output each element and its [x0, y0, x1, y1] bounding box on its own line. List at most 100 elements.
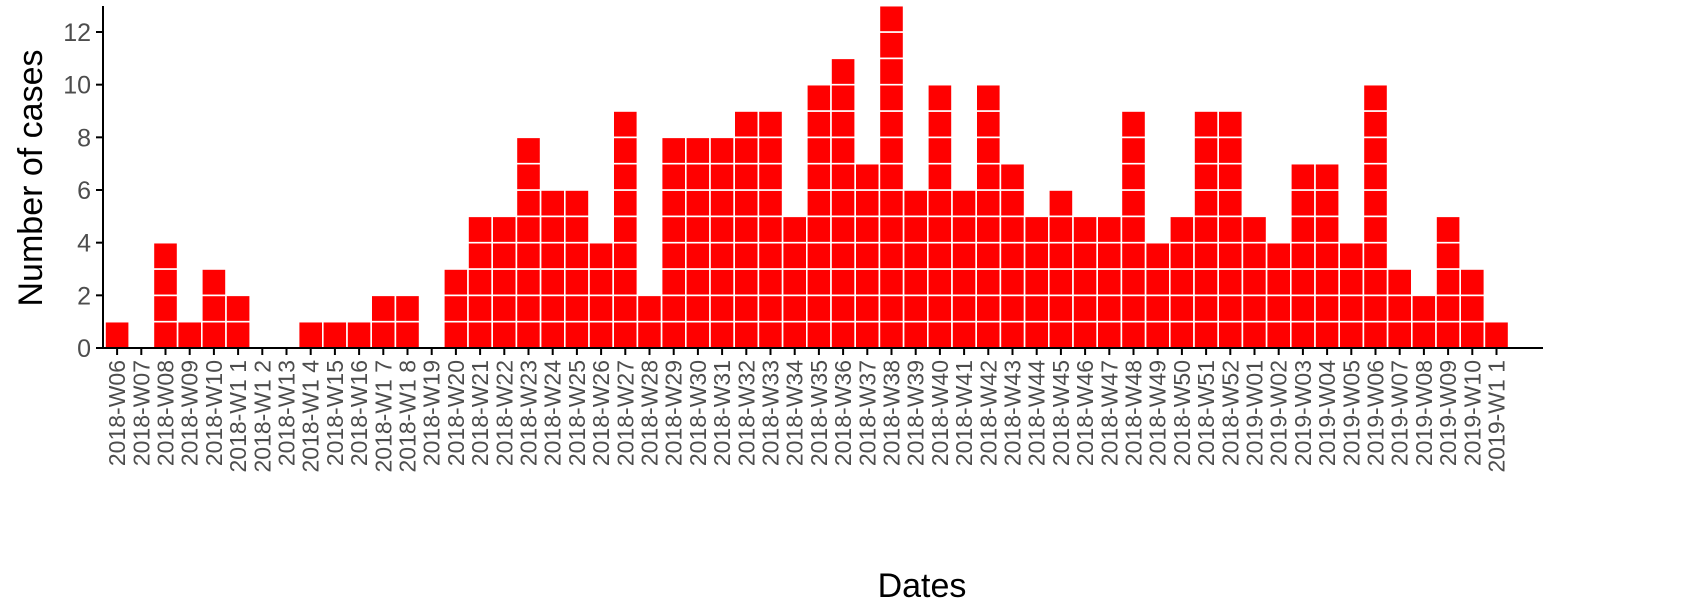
case-cell-2018-W08-2: [152, 294, 179, 323]
y-tick-label-8: 8: [77, 124, 91, 152]
case-cell-2018-W20-1: [442, 320, 469, 349]
case-cell-2018-W35-4: [805, 241, 832, 270]
case-cell-2018-W52-1: [1217, 320, 1244, 349]
case-cell-2018-W49-2: [1144, 294, 1171, 323]
x-axis-title: Dates: [878, 567, 967, 605]
case-cell-2018-W37-4: [854, 241, 881, 270]
x-tick-label-2018-W10: 2018-W10: [201, 360, 227, 466]
case-cell-2018-W42-7: [975, 162, 1002, 191]
case-cell-2018-W15-1: [321, 320, 348, 349]
x-tick-label-2018-W24: 2018-W24: [540, 360, 566, 466]
case-cell-2018-W40-10: [926, 83, 953, 112]
case-cell-2018-W39-5: [902, 215, 929, 244]
case-cell-2018-W37-6: [854, 189, 881, 218]
x-axis: 2018-W062018-W072018-W082018-W092018-W10…: [102, 347, 1543, 473]
case-cell-2018-W49-4: [1144, 241, 1171, 270]
x-tick-label-2018-W51: 2018-W51: [1193, 360, 1219, 466]
case-cell-2018-W29-7: [660, 162, 687, 191]
x-tick-label-2018-W36: 2018-W36: [830, 360, 856, 466]
case-cell-2018-W51-4: [1193, 241, 1220, 270]
case-cell-2018-W25-5: [563, 215, 590, 244]
case-cell-2018-W31-4: [709, 241, 736, 270]
case-cell-2018-W41-3: [951, 268, 978, 297]
case-cell-2018-W26-3: [588, 268, 615, 297]
x-tick-label-2018-W38: 2018-W38: [879, 360, 905, 466]
case-cell-2018-W51-3: [1193, 268, 1220, 297]
case-cell-2018-W38-4: [878, 241, 905, 270]
case-cell-2018-W27-7: [612, 162, 639, 191]
case-cell-2018-W40-6: [926, 189, 953, 218]
case-cell-2018-W38-10: [878, 83, 905, 112]
case-cell-2018-W44-5: [1023, 215, 1050, 244]
case-cell-2019-W02-1: [1265, 320, 1292, 349]
y-axis: 0 2 4 6 8 10 12: [63, 6, 104, 363]
case-cell-2019-W01-3: [1241, 268, 1268, 297]
case-cell-2018-W47-4: [1096, 241, 1123, 270]
case-cell-2018-W36-1: [830, 320, 857, 349]
case-cell-2018-W44-2: [1023, 294, 1050, 323]
case-cell-2018-W32-8: [733, 136, 760, 165]
case-cell-2019-W02-2: [1265, 294, 1292, 323]
case-cell-2019-W05-3: [1338, 268, 1365, 297]
x-tick-label-2018-W15: 2018-W15: [322, 360, 348, 466]
x-tick-label-2019-W07: 2019-W07: [1387, 360, 1413, 466]
case-cell-2019-W07-3: [1386, 268, 1413, 297]
case-cell-2019-W09-1: [1435, 320, 1462, 349]
case-cell-2018-W29-6: [660, 189, 687, 218]
case-cell-2018-W51-5: [1193, 215, 1220, 244]
case-cell-2018-W24-3: [539, 268, 566, 297]
case-cell-2018-W26-1: [588, 320, 615, 349]
x-tick-label-2018-W29: 2018-W29: [661, 360, 687, 466]
case-cell-2018-W41-6: [951, 189, 978, 218]
case-cell-2018-W38-6: [878, 189, 905, 218]
case-cell-2018-W23-8: [515, 136, 542, 165]
case-cell-2018-W43-6: [999, 189, 1026, 218]
x-tick-label-2019-W06: 2019-W06: [1363, 360, 1389, 466]
x-tick-label-2018-W18: 2018-W1 8: [395, 360, 421, 473]
x-tick-label-2019-W10: 2019-W10: [1459, 360, 1485, 466]
case-cell-2018-W50-1: [1169, 320, 1195, 349]
case-cell-2018-W24-4: [539, 241, 566, 270]
case-cell-2018-W36-3: [830, 268, 857, 297]
case-cell-2019-W03-6: [1290, 189, 1316, 218]
x-tick-label-2018-W25: 2018-W25: [564, 360, 590, 466]
case-cell-2018-W32-3: [733, 268, 760, 297]
case-cell-2019-W03-3: [1290, 268, 1316, 297]
case-cell-2018-W17-2: [370, 294, 397, 323]
case-cell-2018-W48-1: [1120, 320, 1147, 349]
case-cell-2018-W52-3: [1217, 268, 1244, 297]
x-tick-label-2018-W14: 2018-W1 4: [298, 360, 324, 473]
x-tick-label-2018-W09: 2018-W09: [177, 360, 203, 466]
case-cell-2018-W28-2: [636, 294, 663, 323]
x-tick-label-2019-W01: 2019-W01: [1242, 360, 1268, 466]
x-tick-label-2018-W47: 2018-W47: [1096, 360, 1122, 466]
case-cell-2018-W22-3: [491, 268, 518, 297]
case-cell-2018-W38-7: [878, 162, 905, 191]
case-cell-2018-W42-5: [975, 215, 1002, 244]
case-cell-2018-W40-9: [926, 110, 953, 139]
case-cell-2018-W36-11: [830, 57, 857, 86]
case-cell-2018-W35-1: [805, 320, 832, 349]
case-cell-2019-W06-8: [1362, 136, 1389, 165]
y-tick-label-6: 6: [77, 177, 91, 205]
case-cell-2018-W24-1: [539, 320, 566, 349]
case-cell-2018-W16-1: [346, 320, 373, 349]
x-tick-label-2018-W43: 2018-W43: [1000, 360, 1026, 466]
case-cell-2019-W03-1: [1290, 320, 1316, 349]
y-tick-label-10: 10: [63, 72, 91, 100]
case-cell-2018-W27-2: [612, 294, 639, 323]
case-cell-2018-W30-2: [684, 294, 711, 323]
case-cell-2018-W45-4: [1048, 241, 1074, 270]
case-cell-2018-W38-8: [878, 136, 905, 165]
case-cell-2018-W35-10: [805, 83, 832, 112]
case-cell-2018-W41-1: [951, 320, 978, 349]
x-tick-label-2018-W06: 2018-W06: [104, 360, 130, 466]
y-tick-label-4: 4: [77, 230, 91, 258]
case-cell-2018-W52-5: [1217, 215, 1244, 244]
x-tick-label-2018-W42: 2018-W42: [975, 360, 1001, 466]
case-cell-2018-W49-1: [1144, 320, 1171, 349]
case-cell-2018-W30-8: [684, 136, 711, 165]
case-cell-2018-W34-5: [781, 215, 808, 244]
x-tick-label-2018-W28: 2018-W28: [637, 360, 663, 466]
case-cell-2018-W33-8: [757, 136, 784, 165]
